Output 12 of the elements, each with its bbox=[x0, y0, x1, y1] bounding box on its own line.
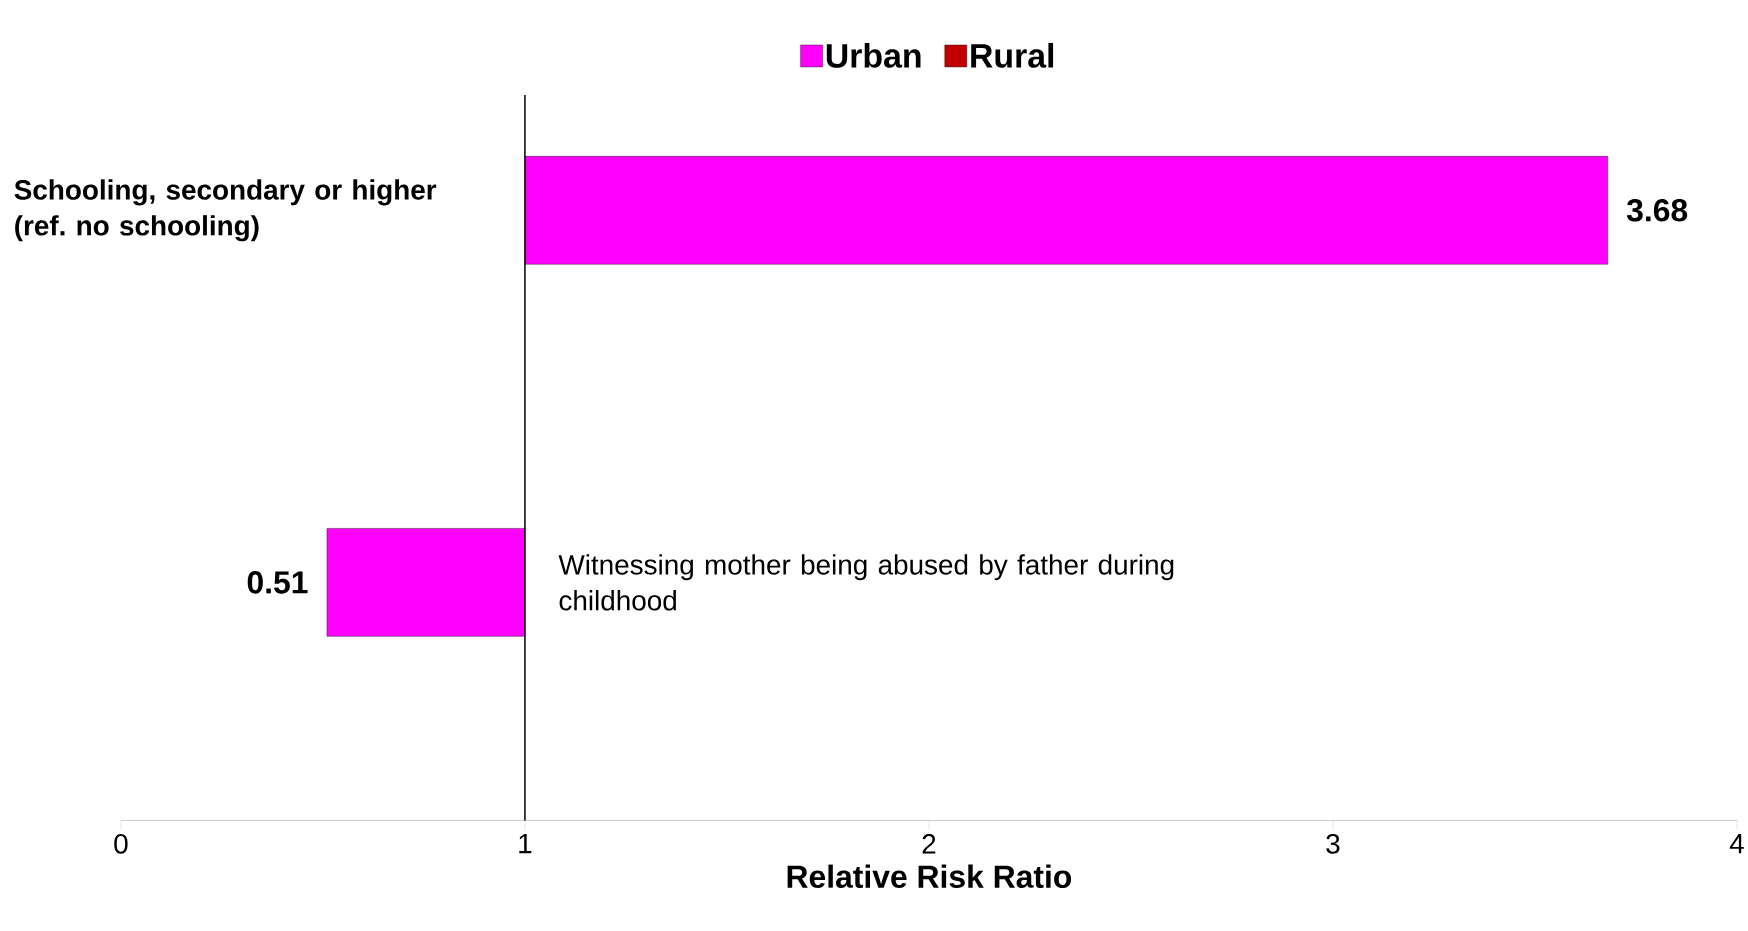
data-label: 3.68 bbox=[1626, 198, 1688, 222]
legend-label: Rural bbox=[971, 42, 1054, 68]
y-tick-label: Witnessing mother being abused by father during childhood bbox=[558, 554, 1174, 611]
legend-label: Urban bbox=[826, 42, 921, 68]
x-tick-label: 1 bbox=[519, 833, 532, 853]
x-tick-label: 0 bbox=[114, 833, 128, 854]
x-tick-label: 4 bbox=[1729, 833, 1744, 853]
x-axis-title: Relative Risk Ratio bbox=[787, 864, 1072, 888]
data-label: 0.51 bbox=[247, 570, 308, 594]
x-tick-label: 3 bbox=[1326, 833, 1340, 854]
x-tick-label: 2 bbox=[922, 833, 936, 854]
y-tick-label: Schooling, secondary or higher (ref. no schooling) bbox=[14, 179, 437, 242]
